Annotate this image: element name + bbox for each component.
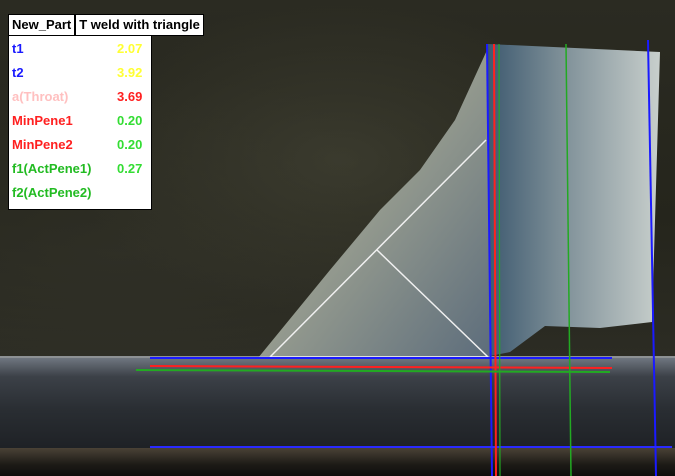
measurement-row[interactable]: MinPene2 0.20 (9, 134, 153, 155)
measurement-title-bar: New_Part T weld with triangle (8, 14, 204, 36)
base-plate (0, 358, 675, 450)
vertical-plate (488, 44, 660, 356)
part-name-label[interactable]: New_Part (12, 17, 72, 32)
base-plate-bottom (0, 448, 675, 476)
measurement-row[interactable]: f1(ActPene1) 0.27 (9, 158, 153, 179)
measurement-row[interactable]: f2(ActPene2) (9, 182, 153, 203)
measurement-name: MinPene2 (12, 137, 73, 152)
measurement-value: 3.92 (117, 65, 143, 80)
red-vertical-line (493, 43, 497, 476)
measurement-name: t2 (12, 65, 24, 80)
measurement-name: MinPene1 (12, 113, 73, 128)
green-vertical-line-2 (498, 43, 501, 476)
measurement-name: f1(ActPene1) (12, 161, 92, 176)
measurement-value: 3.69 (117, 89, 143, 104)
measurement-row[interactable]: a(Throat) 3.69 (9, 86, 153, 107)
blue-vertical-line-2 (647, 39, 657, 476)
measurement-value: 0.20 (117, 113, 143, 128)
green-horizontal-line (135, 369, 611, 373)
fillet-weld-region (258, 48, 490, 358)
measurement-name: t1 (12, 41, 24, 56)
measurement-value: 0.27 (117, 161, 143, 176)
measurement-value: 0.20 (117, 137, 143, 152)
measurement-value: 2.07 (117, 41, 143, 56)
green-vertical-line-1 (565, 43, 572, 476)
measurement-row[interactable]: t1 2.07 (9, 38, 153, 59)
measurement-name: f2(ActPene2) (12, 185, 92, 200)
measurement-row[interactable]: MinPene1 0.20 (9, 110, 153, 131)
measurement-name: a(Throat) (12, 89, 69, 104)
title-separator (74, 15, 77, 35)
red-horizontal-line (149, 365, 613, 369)
measurement-row[interactable]: t2 3.92 (9, 62, 153, 83)
triangle-throat-line (376, 249, 489, 358)
triangle-hypotenuse (269, 139, 487, 358)
blue-vertical-line-1 (486, 43, 493, 476)
measurements-table: t1 2.07 t2 3.92 a(Throat) 3.69 MinPene1 … (8, 36, 152, 210)
measurement-title-label[interactable]: T weld with triangle (79, 17, 200, 32)
